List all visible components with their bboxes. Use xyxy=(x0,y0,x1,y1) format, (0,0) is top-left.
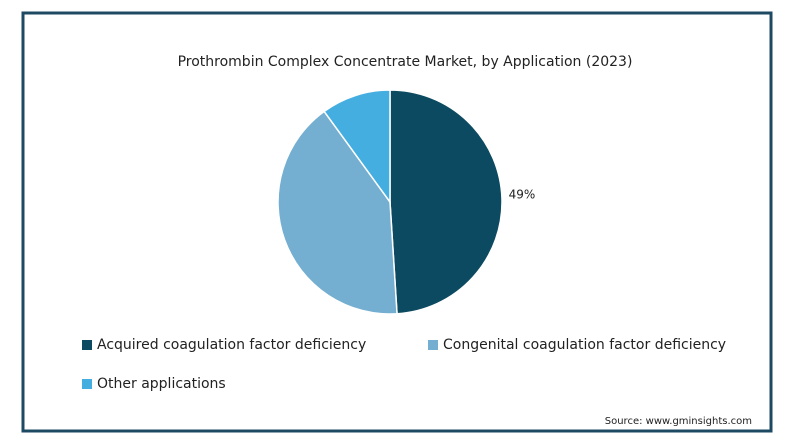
legend-swatch xyxy=(82,340,92,350)
data-label: 49% xyxy=(509,187,536,201)
source: Source: www.gminsights.com xyxy=(605,416,752,427)
pie-slice xyxy=(277,110,398,315)
legend-label: Acquired coagulation factor deficiency xyxy=(97,337,366,353)
chart-title: Prothrombin Complex Concentrate Market, … xyxy=(178,54,633,70)
pie-slice xyxy=(389,89,503,315)
legend-label: Other applications xyxy=(97,376,226,392)
legend-swatch xyxy=(428,340,438,350)
legend-swatch xyxy=(82,379,92,389)
pie-slice xyxy=(323,89,391,205)
legend-label: Congenital coagulation factor deficiency xyxy=(443,337,726,353)
